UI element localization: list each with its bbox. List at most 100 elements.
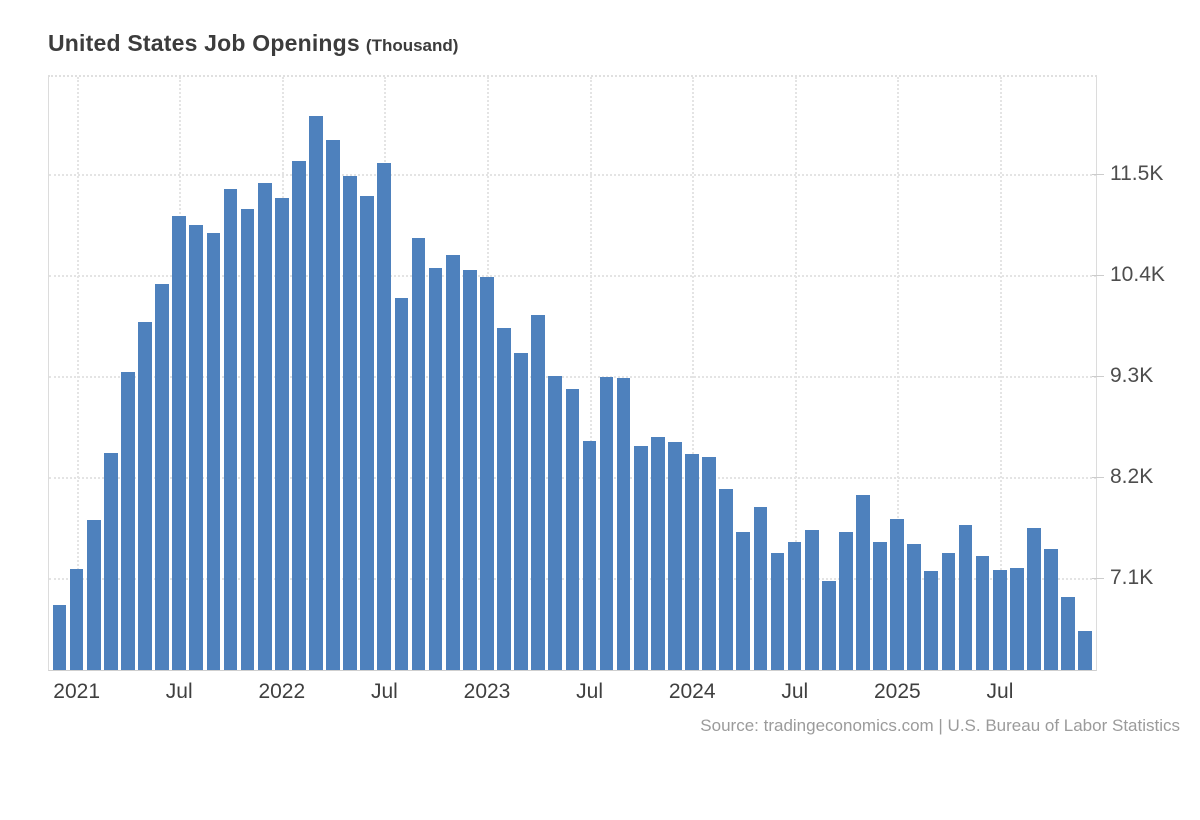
bar[interactable] [1078, 631, 1092, 670]
bar-slot [735, 77, 752, 670]
bar[interactable] [343, 176, 357, 670]
bar[interactable] [257, 182, 272, 670]
bar[interactable] [240, 209, 255, 670]
bar[interactable] [736, 532, 751, 670]
y-axis-tick [1092, 578, 1104, 580]
bar[interactable] [326, 140, 340, 670]
bar[interactable] [69, 569, 84, 670]
bar[interactable] [1044, 548, 1058, 670]
bar-slot [307, 77, 324, 670]
x-axis-label: 2023 [463, 680, 511, 703]
bar[interactable] [941, 552, 956, 670]
bar-slot [701, 77, 718, 670]
bar-slot [1025, 77, 1042, 670]
bar-slot [188, 77, 205, 670]
bar-slot [991, 77, 1008, 670]
bar[interactable] [1027, 527, 1041, 670]
x-gridline [589, 77, 592, 670]
bar-slot [478, 77, 495, 670]
x-gridline [692, 77, 695, 670]
x-axis-label: 2021 [53, 680, 100, 703]
bar[interactable] [685, 454, 699, 670]
bar[interactable] [650, 436, 665, 670]
bar-slot [410, 77, 427, 670]
bar[interactable] [890, 518, 904, 670]
bar[interactable] [719, 489, 734, 670]
bar[interactable] [411, 237, 426, 670]
bar-slot [854, 77, 871, 670]
bar[interactable] [462, 269, 477, 670]
bar[interactable] [873, 542, 887, 670]
bar[interactable] [497, 327, 511, 670]
bar[interactable] [702, 457, 716, 670]
bar[interactable] [787, 541, 802, 670]
bar-slot [1077, 77, 1094, 670]
bar[interactable] [958, 524, 973, 670]
bar-slot [102, 77, 119, 670]
bar[interactable] [52, 604, 67, 670]
bar[interactable] [907, 544, 922, 670]
bar[interactable] [548, 376, 563, 670]
bar-slot [119, 77, 136, 670]
bar[interactable] [924, 570, 939, 670]
bar[interactable] [360, 196, 375, 670]
bar-slot [273, 77, 290, 670]
bar[interactable] [565, 389, 580, 670]
bar[interactable] [753, 506, 768, 670]
bar-slot [205, 77, 222, 670]
bar[interactable] [445, 255, 460, 670]
bar[interactable] [480, 277, 494, 670]
bar[interactable] [292, 160, 306, 670]
x-axis-label: Jul [986, 680, 1014, 703]
bar-slot [1060, 77, 1077, 670]
bar[interactable] [206, 233, 221, 670]
bar[interactable] [514, 353, 528, 670]
bar[interactable] [839, 532, 853, 670]
y-gridline [49, 174, 1096, 177]
bar[interactable] [821, 580, 836, 670]
bar[interactable] [668, 442, 682, 670]
bar[interactable] [1009, 568, 1024, 670]
bar[interactable] [138, 322, 152, 670]
bar-slot [325, 77, 342, 670]
bar-slot [889, 77, 906, 670]
bar[interactable] [189, 224, 204, 670]
y-axis-label: 9.3K [1110, 364, 1154, 388]
bar-slot [239, 77, 256, 670]
bar[interactable] [103, 453, 118, 670]
bar[interactable] [616, 378, 631, 670]
bar[interactable] [770, 552, 785, 670]
bar-slot [256, 77, 273, 670]
bar[interactable] [394, 298, 409, 670]
bar[interactable] [377, 163, 392, 670]
bar-slot [547, 77, 564, 670]
bar[interactable] [992, 569, 1007, 670]
bar-slot [564, 77, 581, 670]
bar[interactable] [975, 556, 990, 670]
bar[interactable] [804, 529, 819, 670]
bar[interactable] [633, 446, 648, 670]
bar[interactable] [582, 440, 597, 670]
bar-slot [85, 77, 102, 670]
y-axis-label: 7.1K [1110, 566, 1154, 590]
bar[interactable] [172, 215, 187, 670]
bar[interactable] [86, 520, 101, 670]
bar[interactable] [531, 314, 545, 670]
bar[interactable] [223, 189, 238, 670]
bar[interactable] [274, 198, 289, 670]
bar-slot [872, 77, 889, 670]
bar[interactable] [155, 283, 169, 670]
bar[interactable] [428, 267, 443, 670]
chart-title-text: United States Job Openings [48, 30, 360, 56]
bar-slot [666, 77, 683, 670]
bar[interactable] [599, 377, 614, 670]
bar[interactable] [1061, 596, 1075, 670]
bar[interactable] [309, 116, 323, 670]
bar[interactable] [121, 371, 135, 670]
bar-slot [136, 77, 153, 670]
bar-slot [820, 77, 837, 670]
bar[interactable] [856, 494, 870, 670]
bar-slot [461, 77, 478, 670]
x-axis-label: Jul [165, 680, 193, 703]
